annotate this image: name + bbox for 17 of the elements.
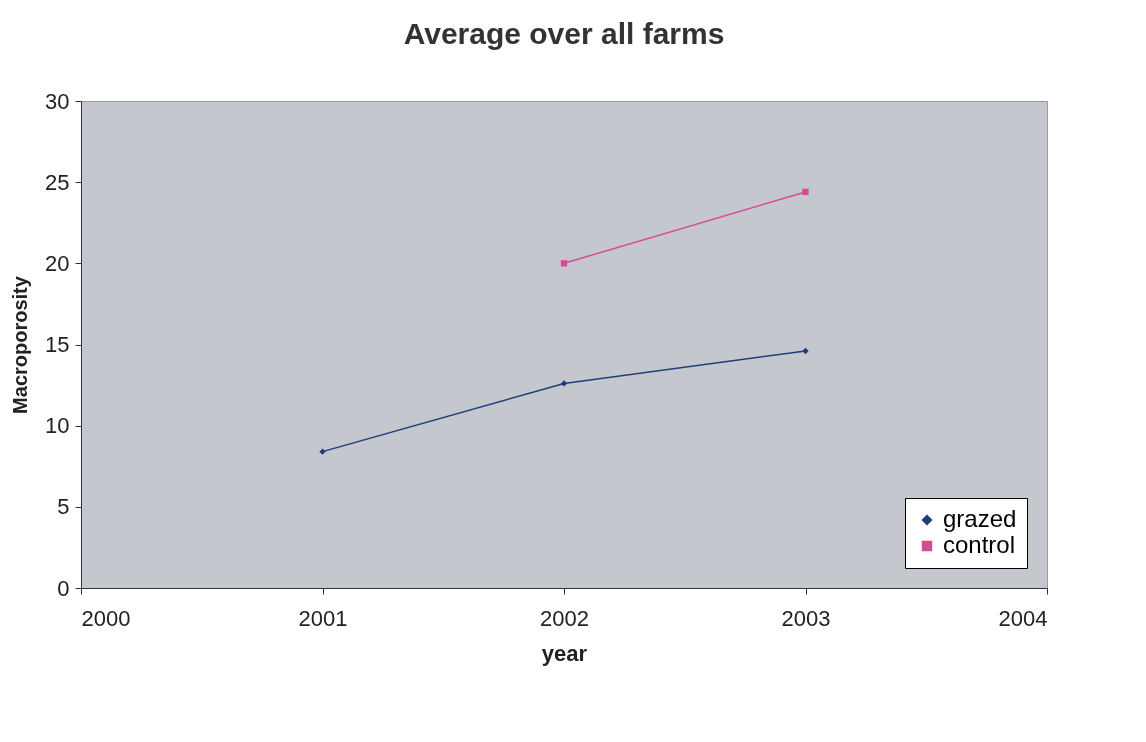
y-tick-label: 25 xyxy=(45,169,70,195)
x-tick-label: 2001 xyxy=(298,605,348,631)
y-tick-label: 0 xyxy=(57,575,70,601)
x-tick-label: 2004 xyxy=(998,605,1048,631)
y-tick-label: 30 xyxy=(45,88,70,114)
x-tick-label: 2003 xyxy=(781,605,831,631)
legend-label: control xyxy=(943,531,1016,558)
x-axis-title: year xyxy=(541,640,588,666)
y-tick-label: 10 xyxy=(45,413,70,439)
x-tick-label: 2000 xyxy=(81,605,131,631)
y-tick-label: 5 xyxy=(57,494,70,520)
y-tick-label: 15 xyxy=(45,332,70,357)
y-axis-title: Macroporosity xyxy=(9,275,32,414)
y-tick-label: 20 xyxy=(45,250,70,276)
chart-title: Average over all farms xyxy=(403,17,725,50)
x-tick-label: 2002 xyxy=(540,605,589,631)
legend-label: grazed xyxy=(943,505,1017,532)
